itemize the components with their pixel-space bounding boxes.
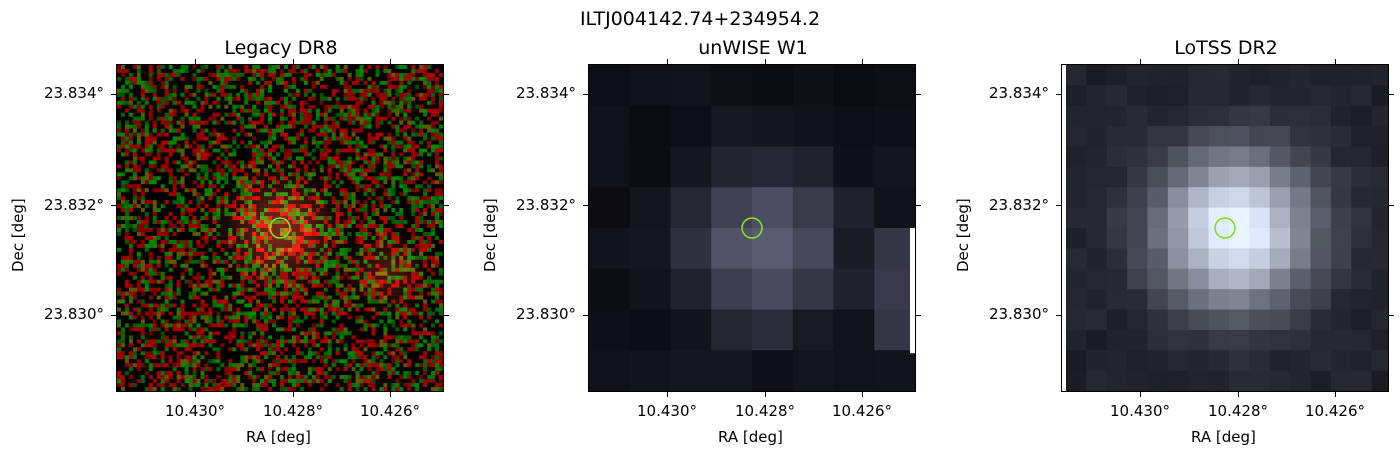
xtick-label: 10.430°	[637, 402, 697, 420]
xtick-label: 10.428°	[735, 402, 795, 420]
xtick-label: 10.426°	[360, 402, 420, 420]
xaxis-label: RA [deg]	[718, 428, 783, 446]
ytick-label: 23.830°	[989, 305, 1049, 323]
xtick-mark	[765, 392, 766, 397]
ytick-mark	[111, 94, 116, 95]
legacy-image-panel	[116, 64, 444, 392]
xtick-label: 10.430°	[165, 402, 225, 420]
xtick-mark	[195, 392, 196, 397]
ytick-mark	[1056, 205, 1061, 206]
xtick-mark	[195, 59, 196, 64]
ytick-label: 23.832°	[989, 196, 1049, 214]
ytick-label: 23.830°	[44, 305, 104, 323]
ytick-mark	[444, 205, 449, 206]
yaxis-label: Dec [deg]	[481, 198, 499, 272]
ytick-mark	[111, 205, 116, 206]
legacy-cutout-image	[117, 65, 443, 391]
ytick-mark	[111, 315, 116, 316]
xtick-label: 10.428°	[1208, 402, 1268, 420]
ytick-label: 23.834°	[989, 84, 1049, 102]
xtick-mark	[1140, 392, 1141, 397]
xtick-mark	[390, 392, 391, 397]
xtick-mark	[293, 59, 294, 64]
ytick-label: 23.832°	[44, 196, 104, 214]
ytick-label: 23.830°	[516, 305, 576, 323]
xtick-mark	[667, 59, 668, 64]
yaxis-label: Dec [deg]	[954, 198, 972, 272]
ytick-mark	[1389, 315, 1394, 316]
unwise-cutout-image	[589, 65, 915, 391]
ytick-mark	[583, 94, 588, 95]
xaxis-label: RA [deg]	[246, 428, 311, 446]
ytick-label: 23.834°	[44, 84, 104, 102]
panel-title-unwise: unWISE W1	[698, 37, 808, 59]
ytick-label: 23.832°	[516, 196, 576, 214]
xtick-mark	[667, 392, 668, 397]
ytick-mark	[444, 94, 449, 95]
xtick-mark	[862, 59, 863, 64]
xtick-label: 10.428°	[263, 402, 323, 420]
lotss-cutout-image	[1062, 65, 1388, 391]
xtick-mark	[862, 392, 863, 397]
xtick-mark	[390, 59, 391, 64]
xtick-mark	[765, 59, 766, 64]
ytick-mark	[916, 205, 921, 206]
xtick-mark	[1238, 392, 1239, 397]
xtick-label: 10.430°	[1110, 402, 1170, 420]
xtick-mark	[1335, 59, 1336, 64]
ytick-mark	[916, 94, 921, 95]
yaxis-label: Dec [deg]	[9, 198, 27, 272]
xtick-mark	[1238, 59, 1239, 64]
ytick-mark	[1056, 94, 1061, 95]
figure-title: ILTJ004142.74+234954.2	[579, 8, 821, 30]
panel-title-lotss: LoTSS DR2	[1174, 37, 1278, 59]
xtick-mark	[293, 392, 294, 397]
ytick-mark	[583, 315, 588, 316]
unwise-image-panel	[588, 64, 916, 392]
xtick-mark	[1335, 392, 1336, 397]
ytick-mark	[583, 205, 588, 206]
lotss-image-panel	[1061, 64, 1389, 392]
ytick-mark	[1056, 315, 1061, 316]
ytick-label: 23.834°	[516, 84, 576, 102]
ytick-mark	[916, 315, 921, 316]
xtick-label: 10.426°	[832, 402, 892, 420]
panel-title-legacy: Legacy DR8	[224, 37, 338, 59]
xtick-mark	[1140, 59, 1141, 64]
xtick-label: 10.426°	[1305, 402, 1365, 420]
ytick-mark	[444, 315, 449, 316]
xaxis-label: RA [deg]	[1191, 428, 1256, 446]
ytick-mark	[1389, 205, 1394, 206]
ytick-mark	[1389, 94, 1394, 95]
